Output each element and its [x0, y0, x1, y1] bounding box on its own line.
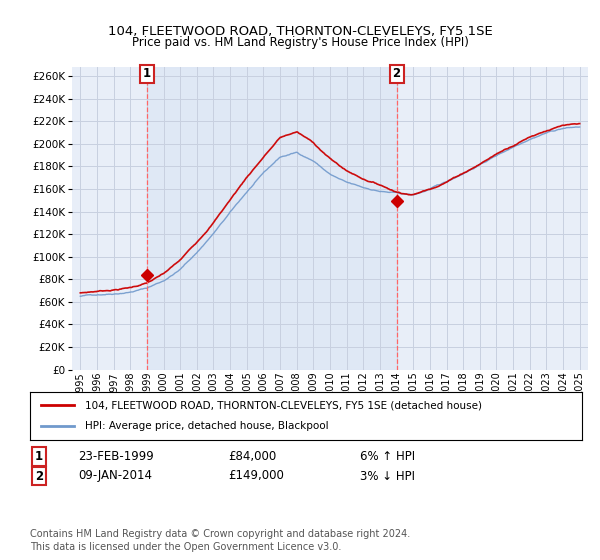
Text: 104, FLEETWOOD ROAD, THORNTON-CLEVELEYS, FY5 1SE (detached house): 104, FLEETWOOD ROAD, THORNTON-CLEVELEYS,… [85, 400, 482, 410]
Text: 2: 2 [35, 469, 43, 483]
Text: 2: 2 [392, 67, 401, 81]
Text: 1: 1 [143, 67, 151, 81]
Text: 104, FLEETWOOD ROAD, THORNTON-CLEVELEYS, FY5 1SE: 104, FLEETWOOD ROAD, THORNTON-CLEVELEYS,… [107, 25, 493, 38]
Text: 1: 1 [35, 450, 43, 463]
Text: £149,000: £149,000 [228, 469, 284, 483]
Text: 6% ↑ HPI: 6% ↑ HPI [360, 450, 415, 463]
Text: 23-FEB-1999: 23-FEB-1999 [78, 450, 154, 463]
Text: Price paid vs. HM Land Registry's House Price Index (HPI): Price paid vs. HM Land Registry's House … [131, 36, 469, 49]
Text: 3% ↓ HPI: 3% ↓ HPI [360, 469, 415, 483]
Text: £84,000: £84,000 [228, 450, 276, 463]
Bar [147, 67, 397, 370]
Text: Contains HM Land Registry data © Crown copyright and database right 2024.
This d: Contains HM Land Registry data © Crown c… [30, 529, 410, 552]
Text: HPI: Average price, detached house, Blackpool: HPI: Average price, detached house, Blac… [85, 421, 329, 431]
Text: 09-JAN-2014: 09-JAN-2014 [78, 469, 152, 483]
